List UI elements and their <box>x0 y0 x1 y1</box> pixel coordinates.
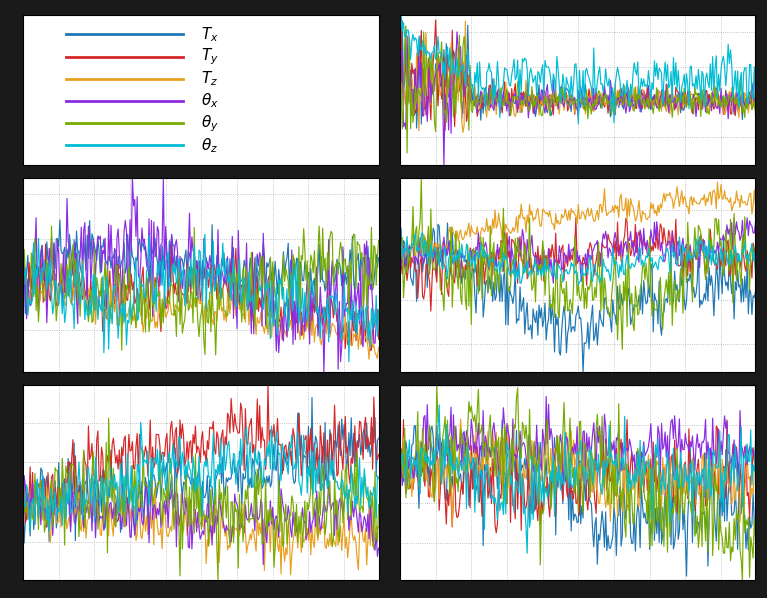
Text: $\theta_x$: $\theta_x$ <box>201 91 219 111</box>
Text: $T_y$: $T_y$ <box>201 46 219 67</box>
Text: $\theta_z$: $\theta_z$ <box>201 136 218 155</box>
Text: $T_z$: $T_z$ <box>201 69 218 88</box>
Text: $\theta_y$: $\theta_y$ <box>201 113 219 133</box>
Text: $T_x$: $T_x$ <box>201 25 219 44</box>
